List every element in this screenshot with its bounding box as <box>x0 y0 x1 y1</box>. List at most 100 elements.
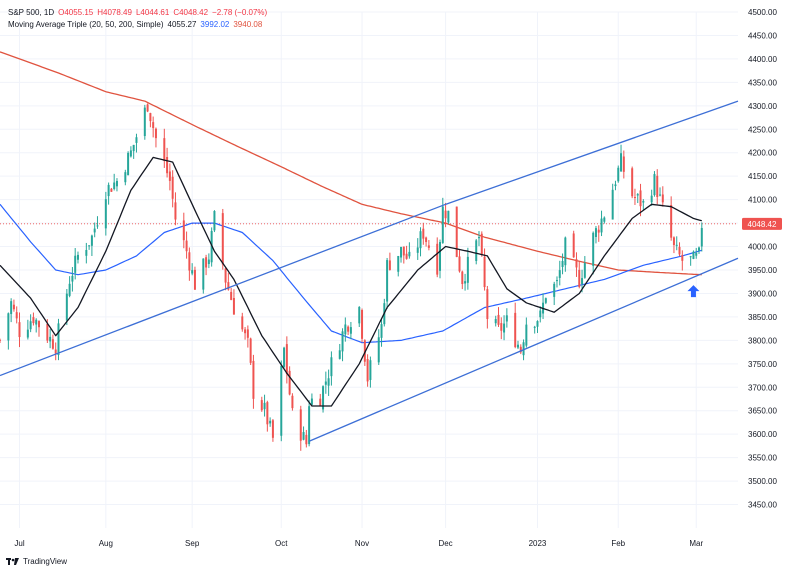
x-tick-label: 2023 <box>529 539 547 548</box>
candle <box>419 227 422 257</box>
candle <box>15 306 18 324</box>
candle <box>405 245 408 260</box>
candle-body <box>285 344 288 374</box>
candle <box>466 247 469 290</box>
candle <box>425 236 428 247</box>
candle-body <box>439 242 442 271</box>
candle <box>319 393 322 407</box>
candle-body <box>483 256 486 288</box>
candle-body <box>553 283 556 297</box>
y-tick-label: 3600.00 <box>748 430 777 439</box>
candle-body <box>416 247 419 253</box>
candle <box>90 234 93 257</box>
ma-indicator-label[interactable]: Moving Average Triple (20, 50, 200, Simp… <box>8 20 164 29</box>
candle <box>163 128 166 168</box>
candle-body <box>575 259 578 268</box>
candle <box>341 328 344 362</box>
tradingview-brand[interactable]: TradingView <box>6 557 67 566</box>
candle <box>260 396 263 412</box>
candle-body <box>168 171 171 181</box>
candle-body <box>146 104 149 112</box>
candle <box>416 238 419 260</box>
candle <box>132 144 135 159</box>
legend-ma-row: Moving Average Triple (20, 50, 200, Simp… <box>8 19 267 31</box>
symbol-label[interactable]: S&P 500, 1D <box>8 8 55 17</box>
candle <box>96 216 99 229</box>
tradingview-logo-icon <box>6 558 19 565</box>
trendline <box>445 100 739 205</box>
y-tick-label: 3750.00 <box>748 360 777 369</box>
candle <box>622 150 625 179</box>
candle-body <box>76 254 79 260</box>
candle <box>681 250 684 271</box>
candle <box>369 356 372 388</box>
candle-body <box>244 329 247 334</box>
candle <box>536 320 539 333</box>
candle <box>653 171 656 197</box>
candle <box>49 329 52 349</box>
candle-body <box>51 339 54 349</box>
candle-body <box>500 323 503 331</box>
candle-body <box>478 237 481 239</box>
candle <box>583 256 586 279</box>
candle-body <box>305 434 308 445</box>
candle-body <box>246 329 249 338</box>
candle-body <box>455 206 458 257</box>
candle <box>29 314 32 333</box>
time-axis[interactable]: Jul Aug Sep Oct Nov Dec 2023 Feb Mar <box>14 539 703 548</box>
candle <box>283 346 286 369</box>
candle-body <box>447 210 450 223</box>
candle <box>516 340 519 350</box>
candle <box>695 247 698 259</box>
y-tick-label: 4150.00 <box>748 172 777 181</box>
candle <box>650 189 653 206</box>
candle <box>386 257 389 310</box>
trendlines[interactable] <box>0 100 739 442</box>
y-tick-label: 4400.00 <box>748 55 777 64</box>
candle <box>344 317 347 342</box>
y-tick-label: 4300.00 <box>748 102 777 111</box>
candle <box>149 112 152 128</box>
candle <box>600 210 603 237</box>
ma20-path <box>0 156 702 407</box>
candle <box>675 236 678 251</box>
y-tick-label: 3700.00 <box>748 383 777 392</box>
candle <box>564 236 567 272</box>
high-value: H4078.49 <box>97 8 132 17</box>
price-axis[interactable]: 3450.00 3500.00 3550.00 3600.00 3650.00 3700.… <box>748 8 777 510</box>
y-tick-label: 3900.00 <box>748 289 777 298</box>
candle-body <box>15 312 18 319</box>
x-tick-label: Aug <box>99 539 113 548</box>
candle-body <box>516 344 519 348</box>
price-tag-label: 4048.42 <box>748 220 777 229</box>
candle <box>124 169 127 186</box>
y-tick-label: 4000.00 <box>748 243 777 252</box>
candle <box>263 394 266 417</box>
candle <box>475 239 478 265</box>
candle <box>678 242 681 257</box>
candle-body <box>600 218 603 233</box>
ma200-value: 3940.08 <box>233 20 263 29</box>
candle-body <box>533 326 536 328</box>
candle <box>266 400 269 432</box>
candle-body <box>74 255 77 273</box>
y-tick-label: 3800.00 <box>748 336 777 345</box>
candle-body <box>127 152 130 176</box>
candle <box>182 212 185 249</box>
candle <box>35 318 38 333</box>
candle <box>408 242 411 259</box>
candle-body <box>544 298 547 303</box>
candle <box>633 188 636 205</box>
candle <box>597 225 600 242</box>
candle-body <box>386 260 389 302</box>
candle-body <box>369 360 372 380</box>
close-value: C4048.42 <box>173 8 209 17</box>
candle-body <box>191 270 194 274</box>
candle <box>230 287 233 301</box>
candle <box>514 302 517 349</box>
candle-body <box>252 360 255 399</box>
candle <box>578 261 581 289</box>
candle-body <box>207 259 210 265</box>
